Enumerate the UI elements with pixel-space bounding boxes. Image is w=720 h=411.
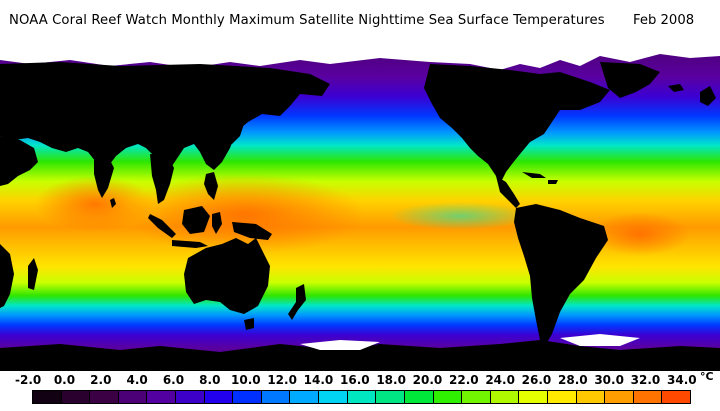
scale-tick-label: 30.0 [594, 373, 624, 387]
scale-tick-label: 34.0 [667, 373, 697, 387]
color-bar-swatch [604, 390, 634, 404]
color-bar-swatch [89, 390, 119, 404]
color-bar-swatch [575, 390, 606, 404]
uk-ireland [700, 86, 716, 106]
color-bar-swatch [289, 390, 320, 404]
map-title-bar: NOAA Coral Reef Watch Monthly Maximum Sa… [0, 0, 720, 44]
hispaniola [548, 180, 558, 184]
antarctica [0, 340, 720, 371]
arctic-ice [0, 44, 720, 70]
color-bar-swatch [232, 390, 262, 404]
scale-tick-label: -2.0 [15, 373, 42, 387]
western-pacific-warm-pool [125, 174, 365, 254]
sri-lanka [110, 198, 116, 208]
sea-surface-temperature-map [0, 44, 720, 371]
map-date: Feb 2008 [633, 13, 695, 28]
central-america [496, 176, 520, 208]
new-zealand [288, 284, 306, 320]
sumatra [148, 214, 176, 238]
scale-tick-label: 4.0 [126, 373, 148, 387]
indian-peninsula [94, 154, 114, 198]
color-bar-swatch [32, 390, 62, 404]
color-bar-swatch [260, 390, 291, 404]
scale-tick-label: 20.0 [412, 373, 443, 387]
tasmania [244, 318, 254, 330]
java [172, 240, 208, 248]
north-america [424, 64, 610, 184]
scale-tick-label: 18.0 [376, 373, 406, 387]
color-bar-swatch [60, 390, 91, 404]
indochina [150, 154, 174, 204]
color-bar-swatch [117, 390, 148, 404]
color-bar-swatch [661, 390, 691, 404]
antarctic-ice-shelf-weddell [560, 334, 640, 346]
scale-tick-label: 12.0 [267, 373, 297, 387]
eastern-pacific-cool-tongue [390, 202, 530, 230]
scale-tick-label: 14.0 [303, 373, 334, 387]
scale-tick-label: 16.0 [340, 373, 370, 387]
africa-southern [0, 244, 14, 308]
color-bar-swatch [518, 390, 548, 404]
temperature-color-bar [32, 390, 691, 404]
africa-horn [0, 136, 38, 186]
scale-tick-label: 2.0 [90, 373, 112, 387]
color-bar-swatch [403, 390, 434, 404]
indian-ocean-warm-area [35, 176, 155, 232]
japan [224, 116, 244, 148]
cuba [522, 172, 546, 178]
color-bar-swatch [146, 390, 177, 404]
color-bar-swatch [632, 390, 663, 404]
sulawesi [212, 212, 222, 234]
map-title: NOAA Coral Reef Watch Monthly Maximum Sa… [9, 13, 605, 28]
scale-tick-label: 8.0 [199, 373, 221, 387]
madagascar [28, 258, 38, 290]
color-bar-swatch [489, 390, 520, 404]
scale-tick-label: 22.0 [449, 373, 479, 387]
scale-tick-label: 28.0 [558, 373, 588, 387]
color-bar-swatch [346, 390, 377, 404]
borneo [182, 206, 210, 234]
color-bar-swatch [461, 390, 491, 404]
scale-tick-label: 24.0 [485, 373, 515, 387]
color-bar-swatch [318, 390, 348, 404]
temperature-scale-labels: -2.0 0.0 2.0 4.0 6.0 8.0 10.0 12.0 14.0 16.0 18.0 2… [0, 370, 720, 389]
color-bar-swatch [432, 390, 463, 404]
scale-tick-label: 26.0 [521, 373, 552, 387]
scale-tick-label: 6.0 [162, 373, 185, 387]
iceland [668, 84, 684, 92]
scale-unit-label: °C [700, 370, 714, 383]
greenland [600, 62, 660, 98]
eurasia-landmass [0, 62, 330, 172]
color-bar-swatch [175, 390, 205, 404]
scale-tick-label: 32.0 [630, 373, 661, 387]
color-bar-swatch [546, 390, 577, 404]
australia [184, 238, 270, 314]
new-guinea [232, 222, 272, 240]
antarctic-ice-shelf-ross [300, 340, 380, 350]
scale-tick-label: 0.0 [53, 373, 76, 387]
scale-tick-label: 10.0 [231, 373, 261, 387]
south-america [514, 204, 608, 344]
south-atlantic-warm-area [590, 212, 690, 256]
philippines [204, 172, 218, 200]
color-bar-swatch [203, 390, 234, 404]
color-bar-swatch [375, 390, 405, 404]
